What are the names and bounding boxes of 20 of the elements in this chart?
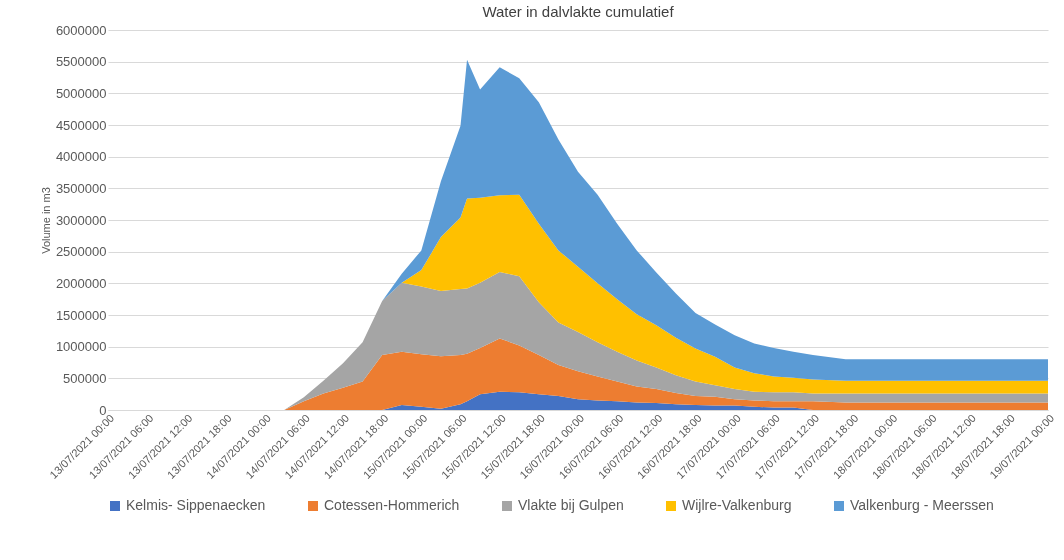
- y-tick-label: 1000000: [55, 339, 107, 355]
- y-tick-label: 2000000: [55, 275, 107, 291]
- y-tick-label: 4500000: [55, 117, 107, 133]
- y-tick-label: 500000: [63, 370, 107, 386]
- chart-title: Water in dalvlakte cumulatief: [482, 3, 675, 20]
- legend-label: Valkenburg - Meerssen: [850, 497, 994, 513]
- y-tick-label: 6000000: [55, 22, 107, 38]
- legend-label: Wijlre-Valkenburg: [682, 497, 792, 513]
- y-tick-label: 0: [99, 402, 107, 418]
- y-tick-label: 4000000: [55, 149, 107, 165]
- legend-label: Vlakte bij Gulpen: [518, 497, 624, 513]
- y-tick-label: 5500000: [55, 54, 107, 70]
- legend-label: Cotessen-Hommerich: [324, 497, 460, 513]
- y-tick-label: 5000000: [55, 85, 107, 101]
- y-tick-label: 1500000: [55, 307, 107, 323]
- y-tick-label: 3500000: [55, 180, 107, 196]
- y-tick-label: 2500000: [55, 244, 107, 260]
- legend-label: Kelmis- Sippenaecken: [126, 497, 266, 513]
- y-tick-label: 3000000: [55, 212, 107, 228]
- y-axis-title: Volume in m3: [39, 187, 52, 254]
